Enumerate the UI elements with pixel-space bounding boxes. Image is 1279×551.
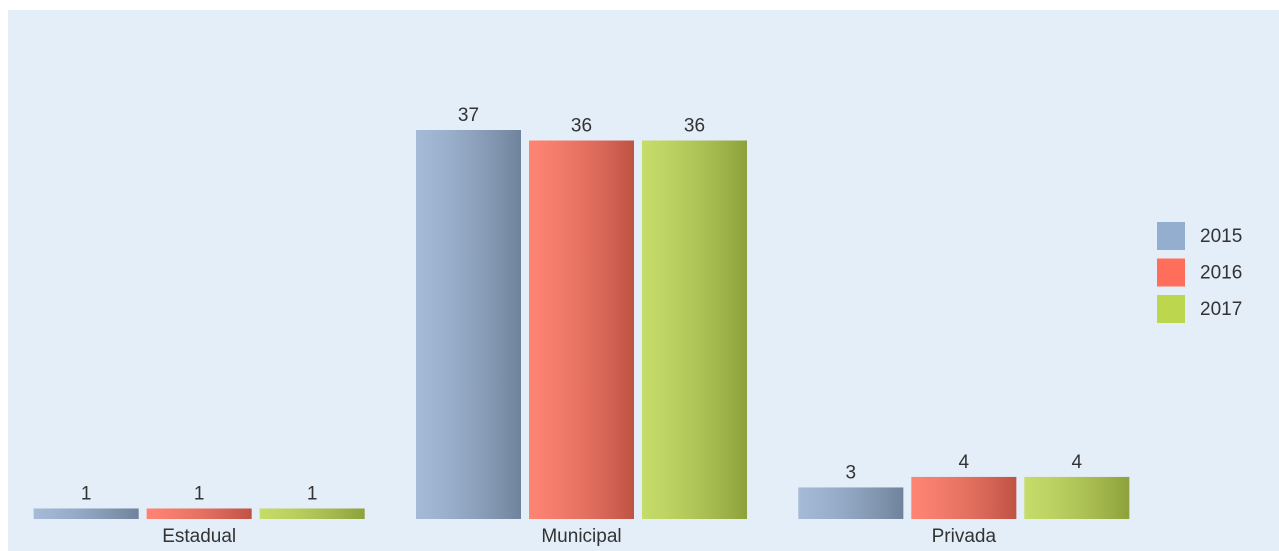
bar-shade bbox=[146, 508, 252, 519]
data-label: 3 bbox=[846, 462, 857, 483]
bar-shade bbox=[416, 130, 521, 519]
bar-shade bbox=[33, 508, 139, 519]
legend-swatch bbox=[1157, 258, 1185, 287]
data-label: 4 bbox=[959, 452, 970, 473]
bar-shade bbox=[642, 140, 747, 519]
data-label: 1 bbox=[81, 484, 92, 505]
data-label: 1 bbox=[194, 484, 205, 505]
legend-swatch bbox=[1157, 222, 1185, 250]
legend-swatch bbox=[1157, 295, 1185, 323]
data-label: 4 bbox=[1072, 452, 1083, 473]
legend-label: 2016 bbox=[1200, 263, 1242, 284]
bar-shade bbox=[259, 508, 365, 519]
legend-label: 2015 bbox=[1200, 226, 1242, 247]
x-tick-label: Municipal bbox=[541, 526, 621, 547]
x-tick-label: Estadual bbox=[162, 526, 236, 547]
data-label: 36 bbox=[684, 116, 705, 137]
data-label: 36 bbox=[571, 116, 592, 137]
bar-shade bbox=[798, 487, 904, 519]
x-tick-label: Privada bbox=[932, 526, 997, 547]
bar-shade bbox=[911, 476, 1017, 519]
data-label: 37 bbox=[458, 105, 479, 126]
data-label: 1 bbox=[307, 484, 318, 505]
bar-shade bbox=[529, 140, 634, 519]
legend-label: 2017 bbox=[1200, 299, 1242, 320]
bar-shade bbox=[1024, 476, 1130, 519]
